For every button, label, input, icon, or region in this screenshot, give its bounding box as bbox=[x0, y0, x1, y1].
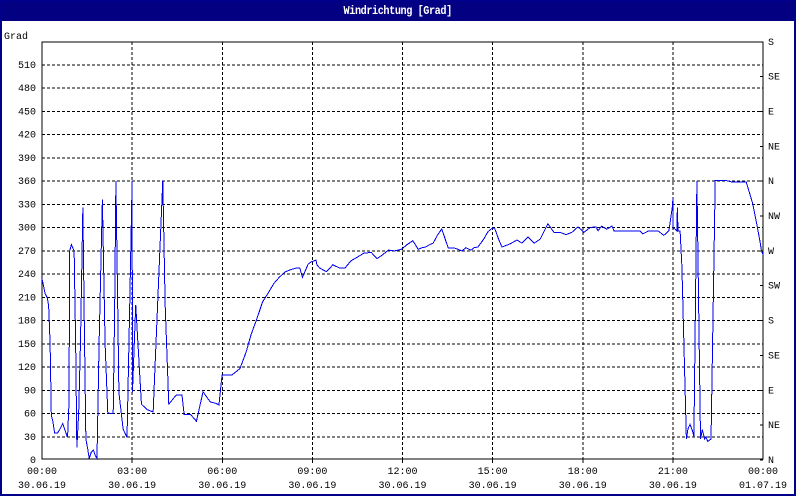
svg-text:SE: SE bbox=[768, 73, 780, 84]
svg-text:21:00: 21:00 bbox=[658, 467, 688, 478]
svg-text:30.06.19: 30.06.19 bbox=[18, 481, 66, 492]
svg-text:SW: SW bbox=[768, 282, 780, 293]
svg-text:360: 360 bbox=[18, 177, 36, 188]
svg-text:300: 300 bbox=[18, 224, 36, 235]
svg-text:150: 150 bbox=[18, 340, 36, 351]
svg-text:03:00: 03:00 bbox=[117, 467, 147, 478]
svg-text:01.07.19: 01.07.19 bbox=[739, 481, 787, 492]
svg-text:15:00: 15:00 bbox=[478, 467, 508, 478]
svg-text:60: 60 bbox=[24, 410, 36, 421]
svg-text:E: E bbox=[768, 386, 774, 397]
svg-text:30.06.19: 30.06.19 bbox=[649, 481, 697, 492]
svg-text:NE: NE bbox=[768, 421, 780, 432]
svg-text:NW: NW bbox=[768, 212, 780, 223]
svg-text:420: 420 bbox=[18, 131, 36, 142]
svg-text:12:00: 12:00 bbox=[387, 467, 417, 478]
svg-text:09:00: 09:00 bbox=[297, 467, 327, 478]
svg-text:W: W bbox=[768, 247, 774, 258]
svg-text:SE: SE bbox=[768, 351, 780, 362]
svg-text:450: 450 bbox=[18, 108, 36, 119]
svg-text:Grad: Grad bbox=[4, 31, 28, 43]
svg-text:210: 210 bbox=[18, 293, 36, 304]
svg-text:120: 120 bbox=[18, 363, 36, 374]
svg-text:S: S bbox=[768, 38, 774, 49]
svg-text:06:00: 06:00 bbox=[207, 467, 237, 478]
svg-text:180: 180 bbox=[18, 317, 36, 328]
svg-text:390: 390 bbox=[18, 154, 36, 165]
svg-text:NE: NE bbox=[768, 142, 780, 153]
svg-text:N: N bbox=[768, 456, 774, 467]
svg-text:S: S bbox=[768, 317, 774, 328]
svg-text:E: E bbox=[768, 108, 774, 119]
svg-text:0: 0 bbox=[30, 456, 36, 467]
svg-text:240: 240 bbox=[18, 270, 36, 281]
svg-text:30.06.19: 30.06.19 bbox=[288, 481, 336, 492]
svg-text:480: 480 bbox=[18, 84, 36, 95]
svg-text:00:00: 00:00 bbox=[27, 467, 57, 478]
svg-text:30.06.19: 30.06.19 bbox=[469, 481, 517, 492]
svg-text:N: N bbox=[768, 177, 774, 188]
svg-text:30: 30 bbox=[24, 433, 36, 444]
svg-text:18:00: 18:00 bbox=[568, 467, 598, 478]
svg-text:00:00: 00:00 bbox=[748, 467, 778, 478]
svg-text:90: 90 bbox=[24, 386, 36, 397]
svg-text:510: 510 bbox=[18, 61, 36, 72]
svg-text:330: 330 bbox=[18, 200, 36, 211]
svg-text:30.06.19: 30.06.19 bbox=[108, 481, 156, 492]
svg-text:30.06.19: 30.06.19 bbox=[559, 481, 607, 492]
svg-text:270: 270 bbox=[18, 247, 36, 258]
svg-text:30.06.19: 30.06.19 bbox=[198, 481, 246, 492]
svg-text:30.06.19: 30.06.19 bbox=[378, 481, 426, 492]
